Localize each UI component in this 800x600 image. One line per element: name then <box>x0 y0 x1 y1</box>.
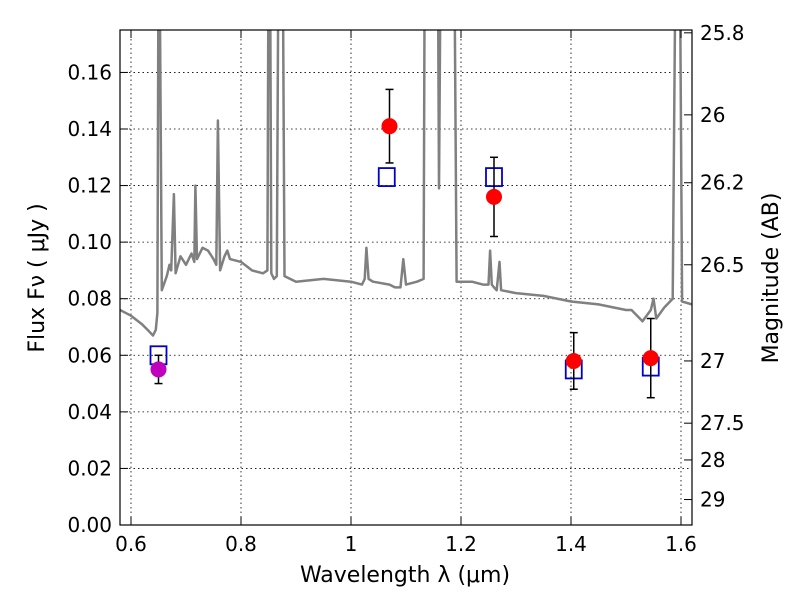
x-tick-label: 1.2 <box>445 532 477 556</box>
series-observed-magenta- <box>150 354 167 385</box>
observed-point <box>642 350 659 367</box>
y-tick-label: 0.06 <box>67 343 112 367</box>
right-tick-label: 27 <box>700 349 725 373</box>
right-tick-label: 26.2 <box>700 171 745 195</box>
y-tick-label: 0.04 <box>67 400 112 424</box>
x-tick-label: 1.4 <box>555 532 587 556</box>
observed-point <box>150 361 167 378</box>
plot-frame <box>119 29 693 526</box>
x-axis-label: Wavelength λ (μm) <box>300 563 510 588</box>
y-axis-label: Flux Fν ( μJy ) <box>25 203 50 352</box>
y-tick-label: 0.08 <box>67 287 112 311</box>
series-template-spectrum <box>120 30 692 337</box>
x-tick-label: 0.6 <box>115 532 147 556</box>
y-tick-label: 0.14 <box>67 117 112 141</box>
x-tick-label: 1 <box>345 532 358 556</box>
y-tick-label: 0.16 <box>67 60 112 84</box>
model-square-point <box>377 167 396 187</box>
right-tick-label: 28 <box>700 448 725 472</box>
right-tick-label: 29 <box>700 488 725 512</box>
right-tick-label: 26 <box>700 103 725 127</box>
axes: 0.6 0.8 1 1.2 1.4 1.6 0.00 0.02 0.04 0.06 0.08 0.10… <box>67 21 744 556</box>
x-tick-label: 1.6 <box>665 532 697 556</box>
right-y-axis-label: Magnitude (AB) <box>759 193 784 364</box>
right-tick-label: 27.5 <box>700 411 745 435</box>
series-observed-red- <box>381 88 659 399</box>
y-tick-label: 0.00 <box>67 513 112 537</box>
spectrum-line <box>120 30 692 337</box>
x-tick-label: 0.8 <box>225 532 257 556</box>
y-tick-label: 0.10 <box>67 230 112 254</box>
right-tick-label: 26.5 <box>700 253 745 277</box>
right-tick-label: 25.8 <box>700 21 745 45</box>
observed-point <box>565 352 582 369</box>
observed-point <box>486 188 502 205</box>
observed-point <box>381 118 398 135</box>
y-tick-label: 0.02 <box>67 456 112 480</box>
plot-area <box>120 30 692 399</box>
y-tick-label: 0.12 <box>67 174 112 198</box>
